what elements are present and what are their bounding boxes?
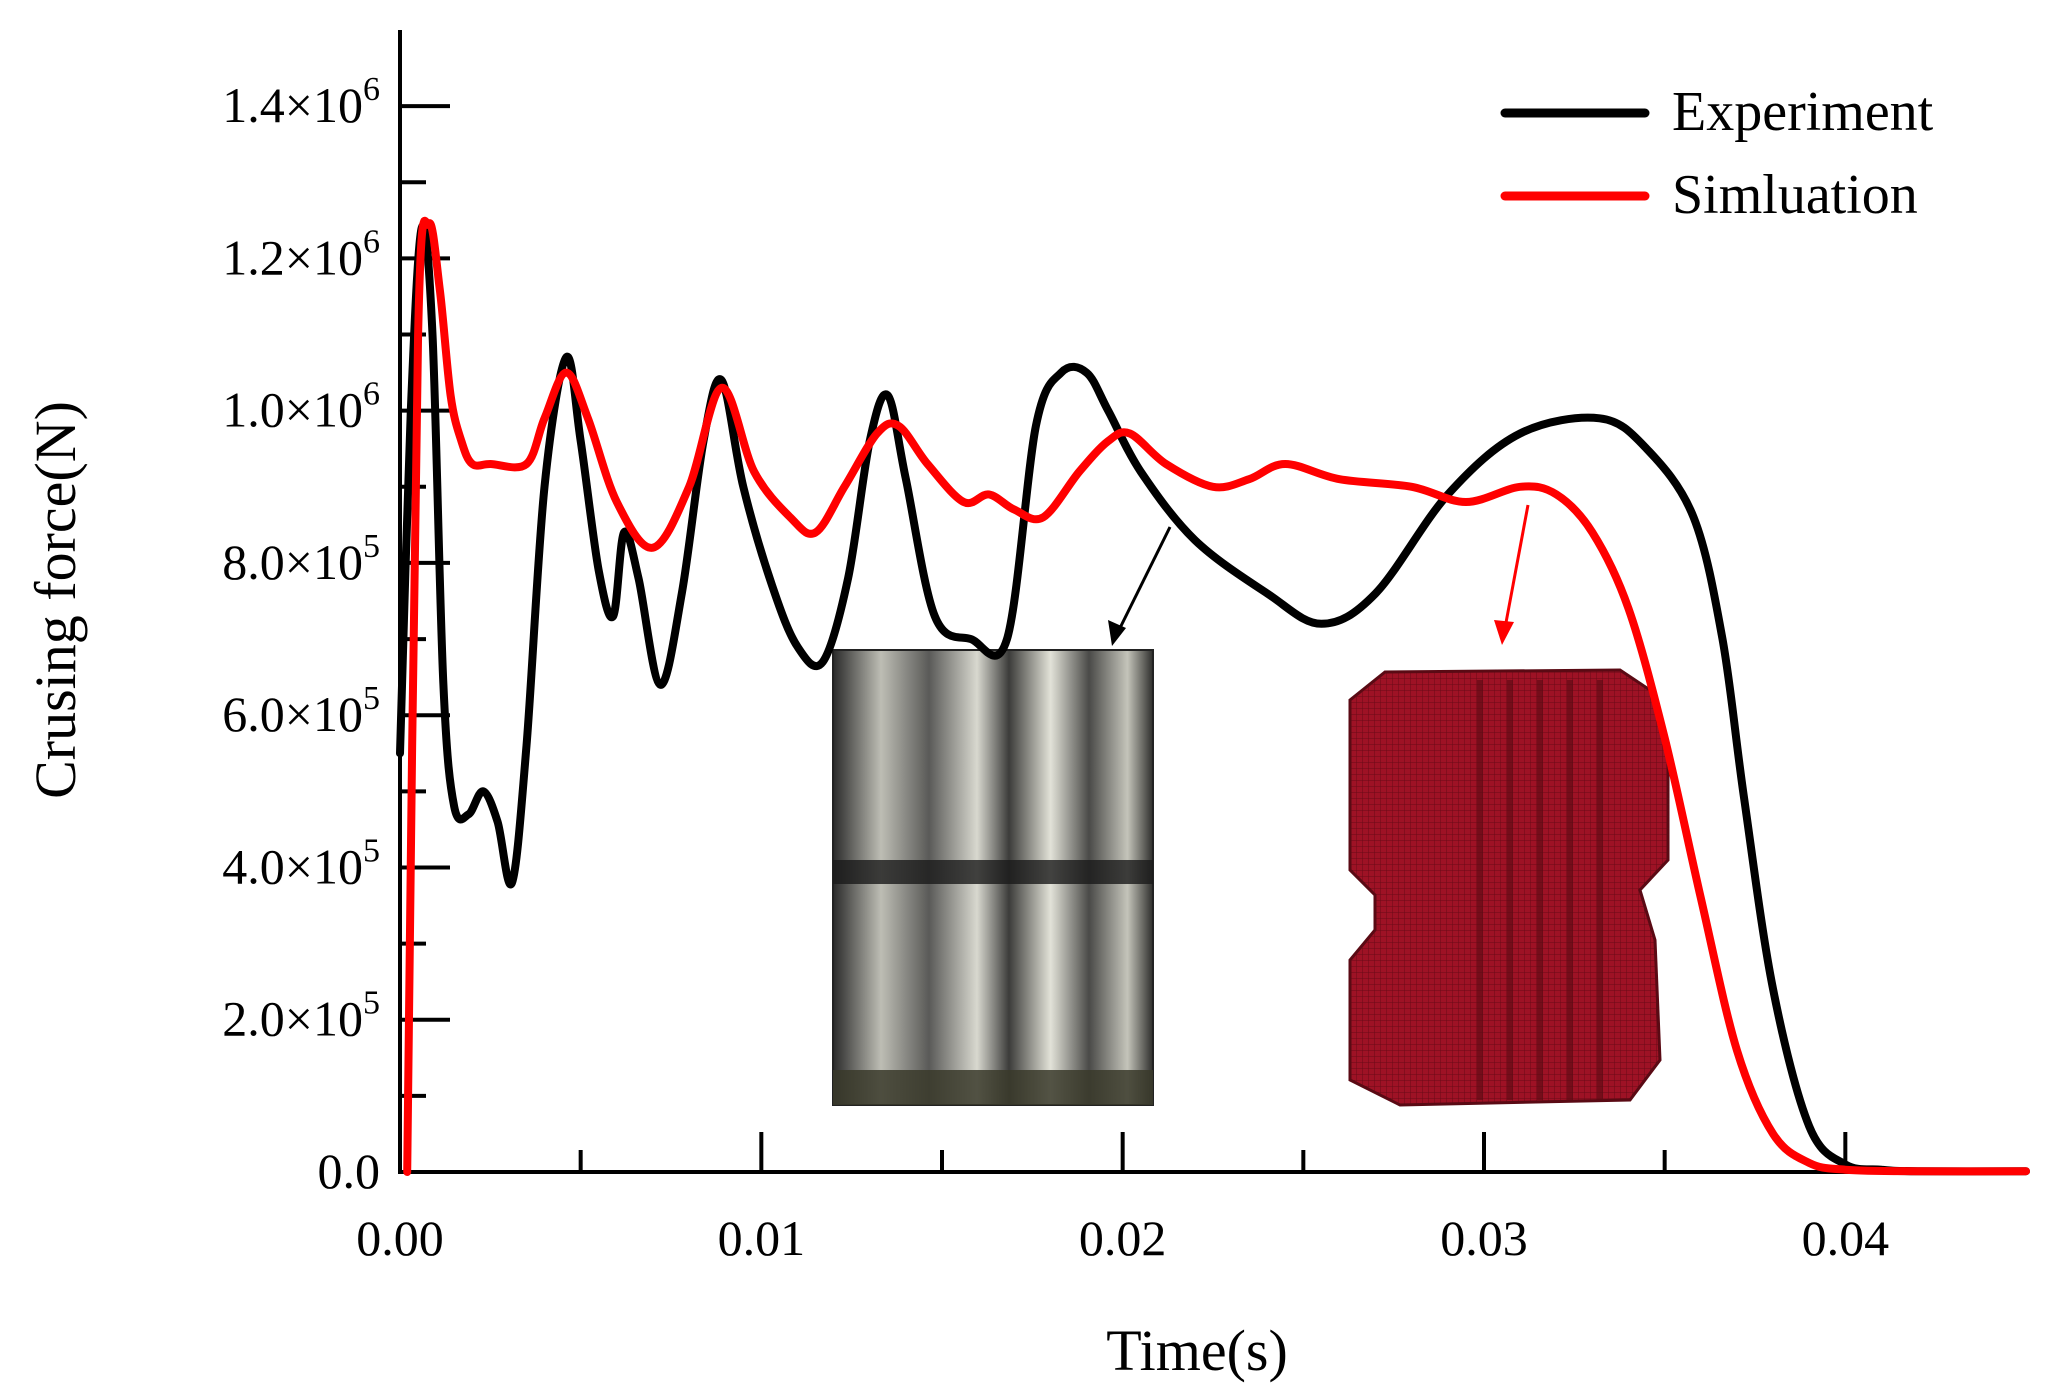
- y-tick-mantissa: 4.0×10: [222, 838, 363, 894]
- x-tick-label: 0.03: [1440, 1210, 1528, 1266]
- y-tick-exponent: 6: [363, 223, 380, 260]
- legend-label-simulation: Simluation: [1672, 164, 1918, 226]
- experiment-photo-base: [833, 1070, 1153, 1105]
- x-tick-label: 0.00: [356, 1210, 444, 1266]
- y-tick-mantissa: 6.0×10: [222, 686, 363, 742]
- experiment-arrow-line: [1116, 526, 1172, 633]
- y-tick-label: 2.0×105: [222, 985, 380, 1047]
- y-tick-mantissa: 2.0×10: [222, 991, 363, 1047]
- simulation-arrow-line: [1503, 504, 1530, 629]
- experiment-photo-inset: [832, 649, 1154, 1106]
- axes: [398, 30, 2026, 1174]
- y-tick-exponent: 6: [363, 376, 380, 413]
- y-tick-label: 0.0: [318, 1143, 381, 1199]
- y-tick-label: 1.2×106: [222, 223, 380, 285]
- y-tick-label: 1.0×106: [222, 376, 380, 438]
- y-tick-exponent: 5: [363, 680, 380, 717]
- x-ticks: 0.00 0.01 0.02 0.03 0.04: [356, 1132, 1889, 1266]
- y-axis-title: Crusing force(N): [23, 401, 88, 799]
- y-tick-mantissa: 1.4×10: [222, 77, 363, 133]
- legend: Experiment Simluation: [1500, 81, 1934, 226]
- y-tick-label: 8.0×105: [222, 528, 380, 590]
- x-axis-title: Time(s): [1106, 1318, 1288, 1383]
- y-tick-label: 4.0×105: [222, 832, 380, 894]
- legend-label-experiment: Experiment: [1672, 81, 1934, 143]
- x-tick-label: 0.01: [718, 1210, 806, 1266]
- annotation-arrows: [1108, 504, 1530, 646]
- y-tick-label: 1.4×106: [222, 71, 380, 133]
- y-tick-mantissa: 1.0×10: [222, 382, 363, 438]
- x-tick-label: 0.04: [1802, 1210, 1890, 1266]
- series-layer: [396, 216, 2030, 1176]
- simulation-mesh-folds: [1477, 680, 1603, 1100]
- x-tick-label: 0.02: [1079, 1210, 1167, 1266]
- y-tick-exponent: 5: [363, 528, 380, 565]
- experiment-photo-fold-band: [833, 860, 1153, 884]
- y-tick-exponent: 6: [363, 71, 380, 108]
- series-line-simluation: [403, 216, 2030, 1176]
- series-line-experiment: [396, 221, 2030, 1176]
- y-tick-label: 6.0×105: [222, 680, 380, 742]
- y-tick-mantissa: 1.2×10: [222, 229, 363, 285]
- simulation-mesh-inset: [1348, 668, 1670, 1107]
- y-tick-exponent: 5: [363, 985, 380, 1022]
- y-tick-mantissa: 8.0×10: [222, 534, 363, 590]
- simulation-arrowhead: [1494, 620, 1514, 645]
- y-ticks: 0.02.0×1054.0×1056.0×1058.0×1051.0×1061.…: [222, 71, 450, 1199]
- y-tick-exponent: 5: [363, 832, 380, 869]
- y-tick-mantissa: 0.0: [318, 1143, 381, 1199]
- experiment-arrowhead: [1108, 620, 1126, 646]
